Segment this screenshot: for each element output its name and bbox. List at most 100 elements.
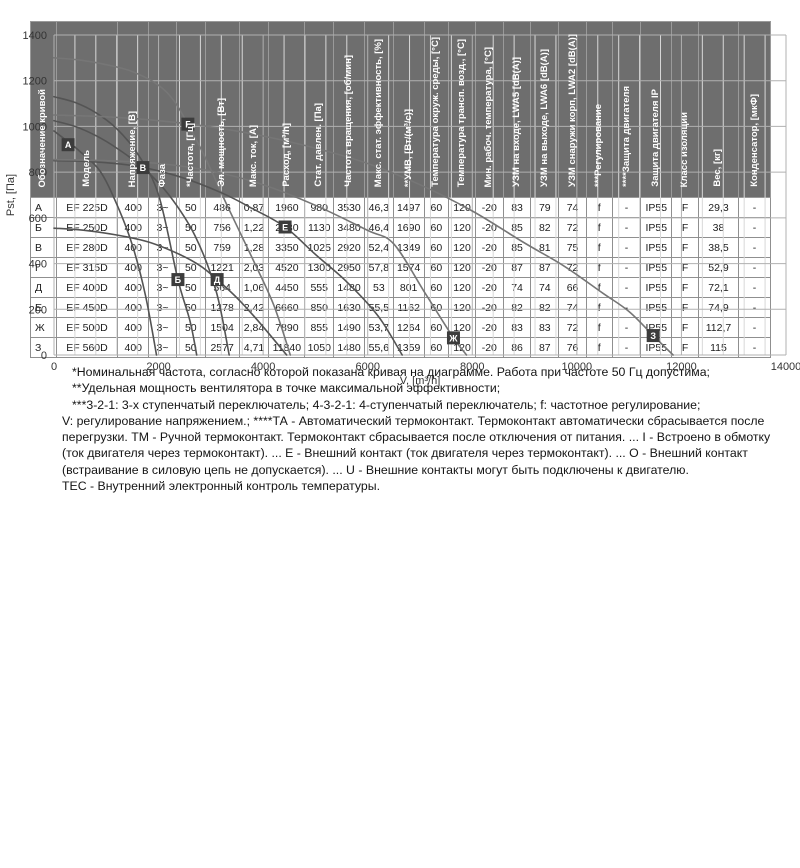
column-header: Защита двигателя IP (640, 21, 673, 198)
column-header-label: Частота вращения, [об/мин] (343, 55, 355, 187)
table-cell: 76 (558, 337, 587, 358)
column-header-label: ****Защита двигателя (620, 86, 632, 187)
y-tick-label: 400 (29, 259, 47, 271)
table-cell: 1497 (392, 197, 425, 218)
table-cell: - (738, 337, 771, 358)
table-cell: 4,71 (238, 337, 270, 358)
x-tick-label: 4000 (251, 361, 275, 373)
table-cell: 759 (204, 237, 240, 258)
column-header-label: **УМВ, [Вт/(м³/с)] (402, 108, 414, 187)
column-header-label: Температура окруж. среды, [°C] (430, 37, 442, 187)
table-cell: 3530 (333, 197, 365, 218)
x-tick-label: 14000 (771, 361, 800, 373)
column-header-label: Макс. стат. эффективность, [%] (372, 38, 384, 187)
column-header: ****Защита двигателя (611, 21, 642, 198)
model-cell: EF 560D (55, 337, 119, 358)
footnote-line: **Удельная мощность вентилятора в точке … (72, 381, 501, 396)
table-cell: - (738, 297, 771, 318)
footnote-line: *Номинальная частота, согласно которой п… (72, 365, 710, 379)
table-cell: IP55 (640, 337, 673, 358)
table-cell: 74 (558, 197, 587, 218)
table-cell: 82 (502, 297, 532, 318)
table-cell: 2,84 (238, 317, 270, 338)
curve-marker-Г: Г (181, 117, 195, 131)
column-header-label: УЗМ снаружи корп, LWA2 [dB(A)] (566, 34, 578, 187)
footnote-line: (ток двигателя через термоконтакт). ... … (62, 446, 748, 461)
table-cell: 86 (502, 337, 532, 358)
table-cell: 11840 (268, 337, 306, 358)
curve-marker-box (61, 138, 75, 152)
curve-Е (53, 159, 403, 356)
column-header: Температура окруж. среды, [°C] (423, 21, 450, 198)
column-header: Фаза (148, 21, 177, 198)
column-header: Температура трансп. возд., [°C] (448, 21, 476, 198)
x-tick-label: 2000 (146, 361, 170, 373)
curve-marker-box (278, 220, 292, 234)
y-tick-label: 1200 (23, 76, 47, 88)
spec-table-body: А EF 225D 400 3~ 50 486 0,87 1960 980 3530 46,3 149… (30, 197, 771, 358)
column-header-label: Обозначение кривой (37, 88, 49, 188)
curve-marker-label: Г (185, 120, 190, 130)
x-tick-label: 8000 (460, 361, 484, 373)
y-axis-title: Pst, [Па] (5, 174, 17, 216)
column-header: Модель (55, 21, 119, 198)
column-header-label: Макс. ток, [А] (248, 124, 259, 187)
curve-marker-label: З (650, 331, 656, 341)
column-header-label: Класс изоляции (679, 111, 691, 187)
curve-marker-Е: Е (278, 220, 292, 234)
table-cell: IP55 (640, 197, 673, 218)
curve-marker-box (171, 273, 185, 287)
table-cell: 1278 (204, 297, 240, 318)
curve-markers: А Б В Г Д Е Ж З (61, 117, 660, 345)
table-cell: 2577 (204, 337, 240, 358)
table-row: Г EF 315D 400 3~ 50 1221 2,03 4520 1300 2950 57,8 1… (30, 257, 771, 278)
table-cell: 1050 (304, 337, 335, 358)
table-cell: 46,3 (363, 197, 394, 218)
curve-marker-label: Ж (448, 333, 458, 343)
curve-marker-label: А (65, 140, 72, 150)
column-header: Расход, [м³/h] (268, 21, 306, 198)
table-row: Ж EF 500D 400 3~ 50 1504 2,84 7890 855 1490 53,7 12… (30, 317, 771, 338)
column-header: Вес, [кг] (697, 21, 740, 198)
curve-marker-А: А (61, 138, 75, 152)
footnote-line: ***3-2-1: 3-х ступенчатый переключатель;… (72, 397, 701, 412)
column-header-label: Напряжение, [В] (127, 110, 139, 187)
table-cell: 87 (530, 337, 560, 358)
column-header-label: *Частота, [Гц] (184, 123, 196, 187)
curve-marker-box (446, 331, 460, 345)
curve-Б (53, 95, 198, 356)
curve-Ж (53, 158, 468, 356)
curve-marker-label: В (140, 163, 147, 173)
table-cell: 6660 (268, 297, 306, 318)
column-header: ***Регулирование (585, 21, 613, 198)
column-header: Класс изоляции (671, 21, 699, 198)
model-cell: EF 400D (55, 277, 119, 298)
table-cell: 66 (558, 277, 587, 298)
table-cell: 1960 (268, 197, 306, 218)
table-cell: 29,3 (697, 197, 740, 218)
x-tick-label: 6000 (355, 361, 379, 373)
table-cell: 1490 (333, 317, 365, 338)
curve-marker-box (136, 161, 150, 175)
curve-marker-label: Д (214, 275, 221, 285)
curve-marker-З: З (646, 329, 660, 343)
model-cell: EF 450D (55, 297, 119, 318)
curve-marker-box (646, 329, 660, 343)
column-header-label: Стат. давлен. [Па] (313, 103, 325, 187)
curve-designation-cell: З (30, 337, 57, 358)
curve-З (53, 114, 674, 356)
curve-Д (53, 227, 288, 356)
curve-marker-В: В (136, 161, 150, 175)
table-cell: 112,7 (697, 317, 740, 338)
footnote-line: (встраивание в силовую цепь не допускает… (62, 462, 689, 477)
column-header: УЗМ на входе, LWA5 [dB(A)] (502, 21, 532, 198)
table-cell: 400 (117, 337, 150, 358)
chart-grid (53, 34, 787, 356)
table-cell: 52,4 (363, 237, 394, 258)
column-header-label: Конденсатор, [мкФ] (748, 94, 760, 187)
column-header-label: УЗМ на входе, LWA5 [dB(A)] (511, 57, 523, 187)
y-tick-label: 200 (29, 304, 47, 316)
column-header-label: Расход, [м³/h] (280, 123, 292, 187)
